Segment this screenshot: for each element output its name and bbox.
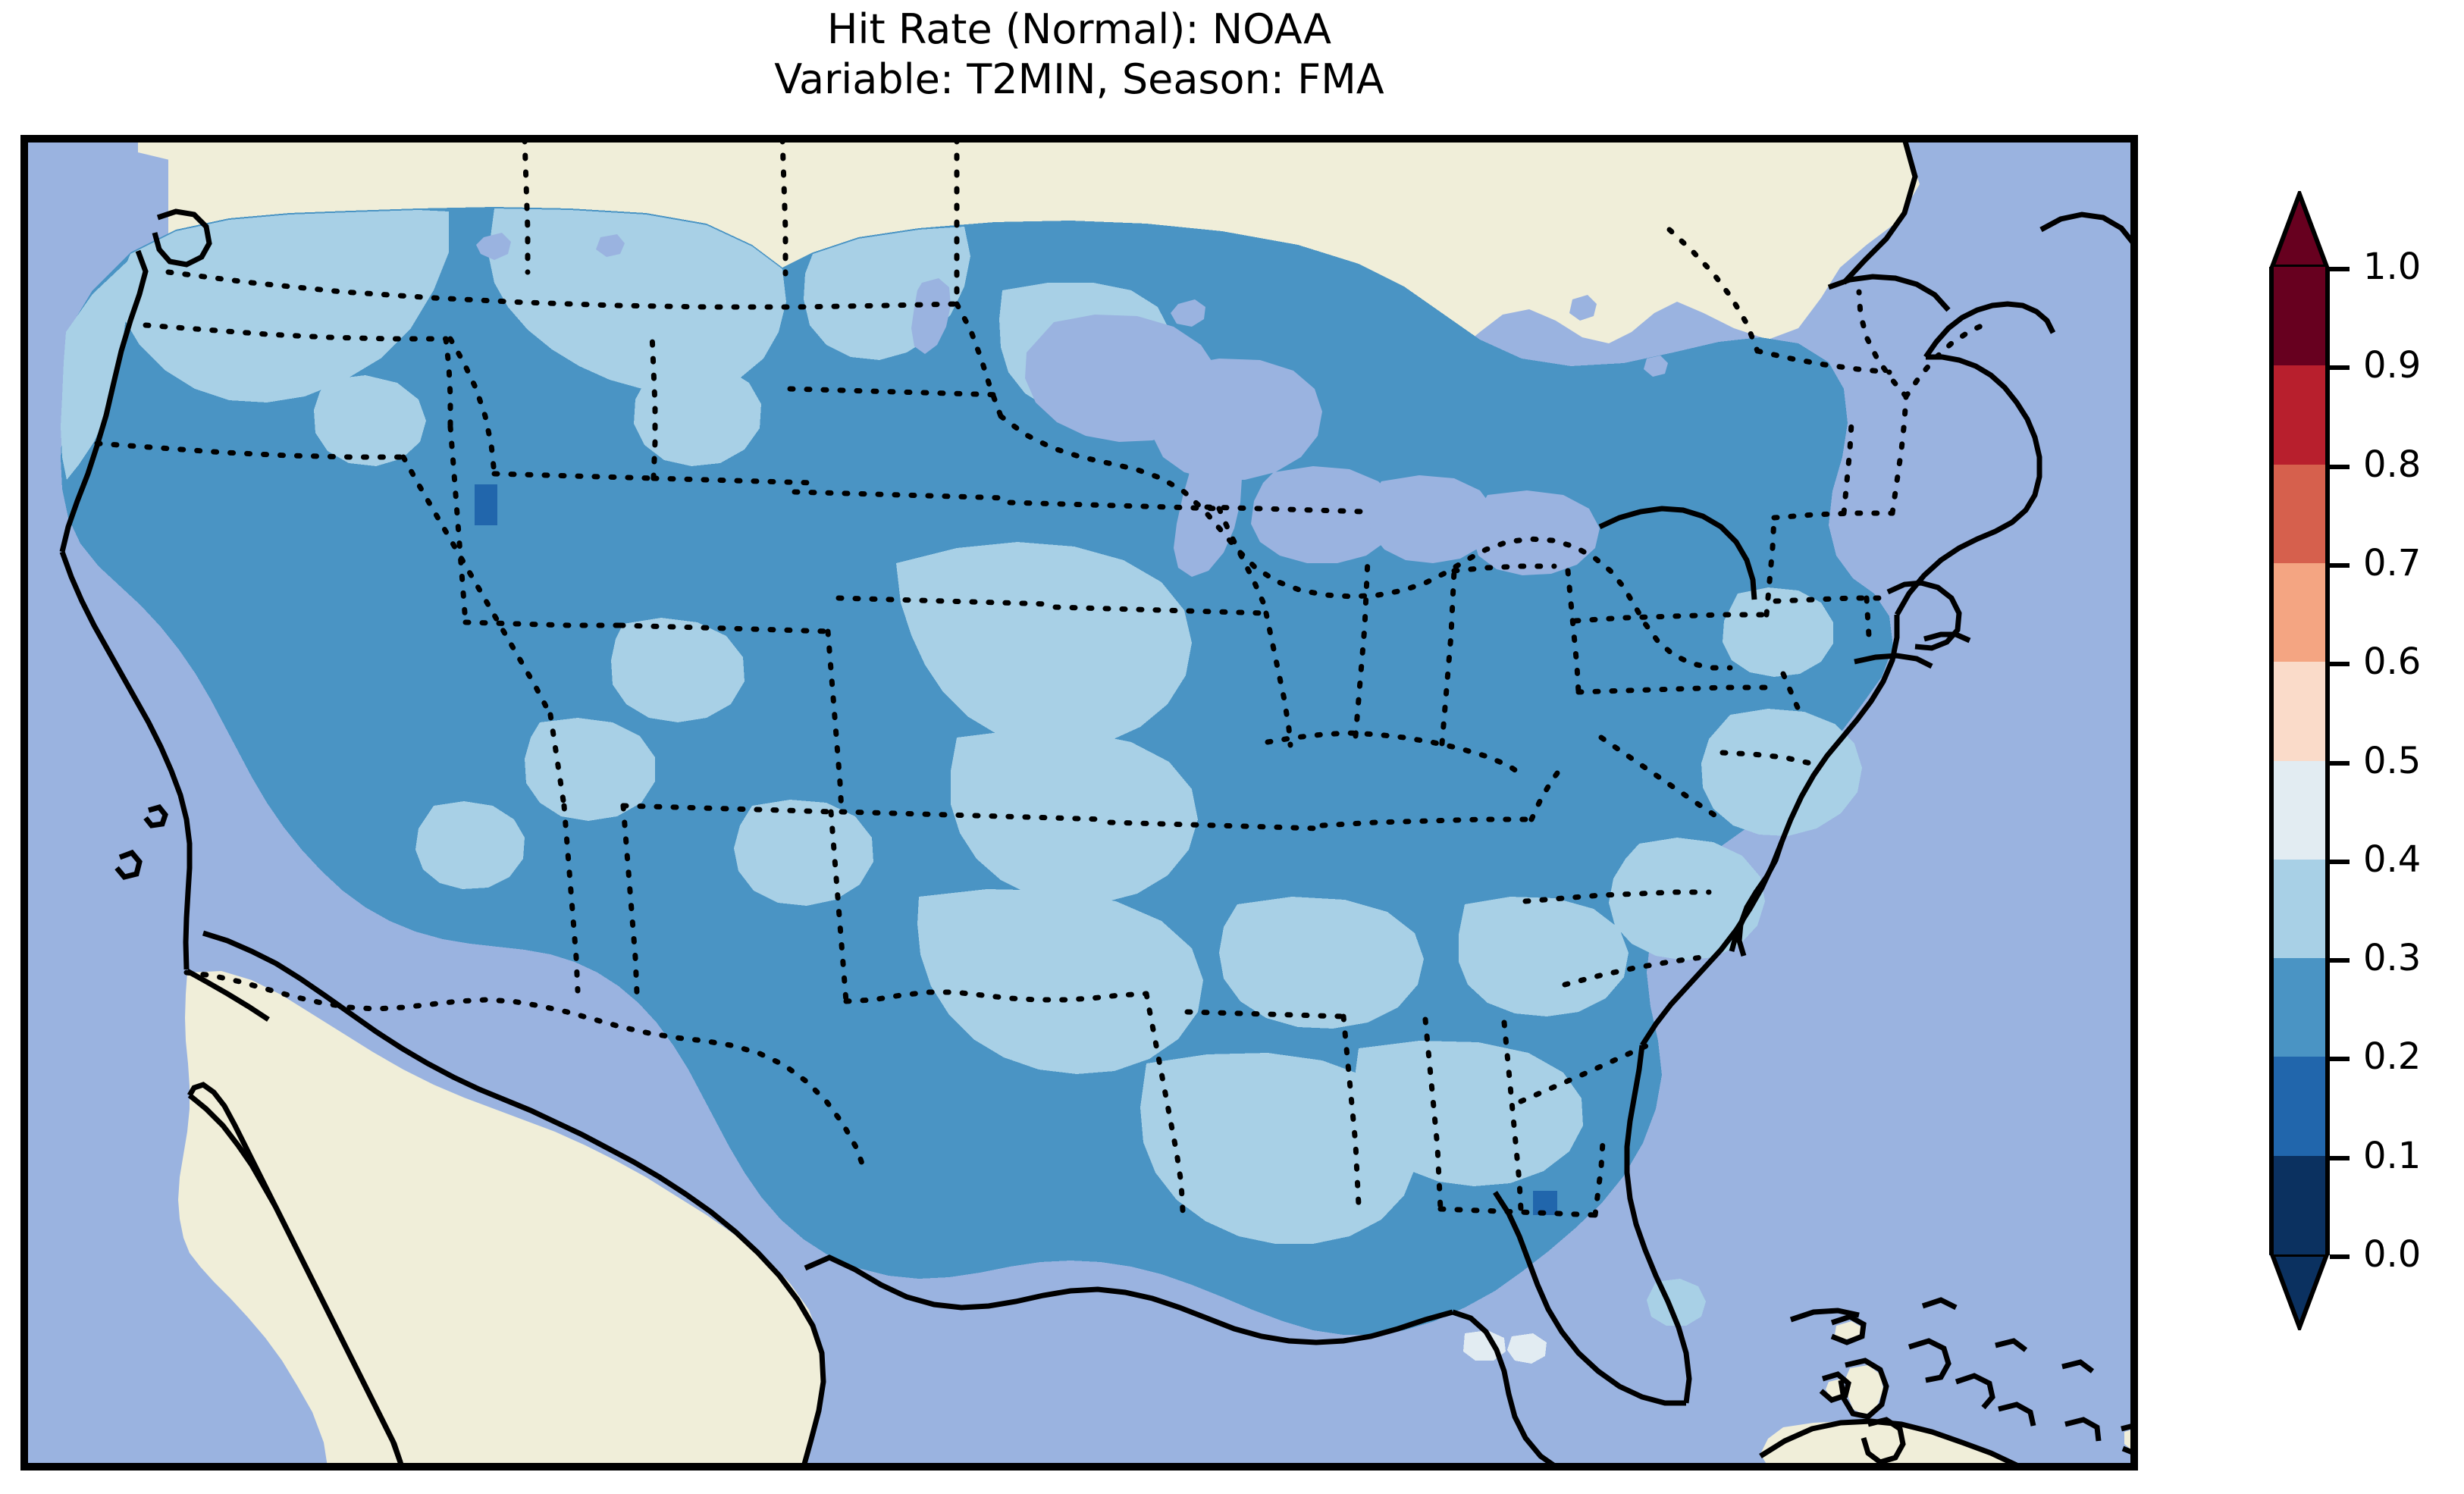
data-band-arkansas [1219, 897, 1424, 1029]
colorbar-tick-1 [2330, 365, 2350, 371]
data-band-utah-arizona [525, 718, 655, 821]
colorbar-band-0 [2269, 267, 2330, 366]
colorbar-outline [2269, 267, 2330, 1254]
title-line-2: Variable: T2MIN, Season: FMA [774, 55, 1384, 103]
colorbar-tick-10 [2330, 1254, 2350, 1259]
colorbar-tick-9 [2330, 1155, 2350, 1160]
colorbar-tick-label-3: 0.7 [2363, 541, 2422, 584]
data-band-oklahoma [917, 889, 1203, 1074]
data-band-colorado-utah [611, 618, 745, 722]
colorbar-tick-6 [2330, 859, 2350, 864]
colorbar-tick-label-0: 1.0 [2363, 246, 2422, 288]
colorbar-tick-label-4: 0.6 [2363, 641, 2422, 684]
colorbar-tick-label-7: 0.3 [2363, 937, 2422, 980]
colorbar-tick-8 [2330, 1057, 2350, 1062]
state-borders [94, 139, 1992, 1218]
colorbar-band-3 [2269, 562, 2330, 662]
colorbar: 1.00.90.80.70.60.50.40.30.20.10.0 Hit Ra… [2269, 191, 2421, 1330]
colorbar-tick-3 [2330, 562, 2350, 568]
hit-rate-band-015 [475, 484, 1557, 1215]
colorbar-tick-0 [2330, 267, 2350, 271]
data-band-ny-interior [1723, 587, 1833, 677]
data-band-mid-atlantic [1701, 709, 1862, 836]
colorbar-under-arrow [2269, 1254, 2330, 1330]
colorbar-tick-label-10: 0.0 [2363, 1233, 2422, 1276]
map-canvas [24, 139, 2134, 1467]
colorbar-band-6 [2269, 859, 2330, 959]
data-band-alabama-georgia [1356, 1041, 1583, 1186]
coastlines [59, 139, 2134, 1467]
data-band-northern-plains [488, 208, 786, 393]
data-band-or-coast [61, 258, 130, 480]
colorbar-tick-4 [2330, 662, 2350, 667]
colorbar-tick-label-6: 0.4 [2363, 838, 2422, 881]
map-axes [20, 135, 2138, 1471]
colorbar-band-7 [2269, 958, 2330, 1057]
colorbar-tick-5 [2330, 760, 2350, 766]
colorbar-tick-label-5: 0.5 [2363, 739, 2422, 782]
colorbar-over-arrow [2269, 191, 2330, 267]
cell-utah-low [475, 484, 497, 525]
colorbar-tick-label-9: 0.1 [2363, 1134, 2422, 1177]
figure-title: Hit Rate (Normal): NOAA Variable: T2MIN,… [20, 5, 2138, 105]
colorbar-band-5 [2269, 760, 2330, 860]
data-band-gulf-coast [1140, 1053, 1416, 1244]
data-band-tennessee [1459, 897, 1629, 1016]
colorbar-tick-2 [2330, 464, 2350, 469]
great-lakes [476, 233, 1668, 577]
colorbar-tick-label-2: 0.8 [2363, 443, 2422, 486]
colorbar-tick-label-8: 0.2 [2363, 1035, 2422, 1079]
data-band-virginia-coast [1609, 838, 1765, 960]
colorbar-band-8 [2269, 1057, 2330, 1157]
colorbar-tick-7 [2330, 958, 2350, 963]
data-band-central-plains [896, 542, 1192, 748]
title-line-1: Hit Rate (Normal): NOAA [826, 5, 1332, 53]
data-band-nevada [415, 801, 525, 889]
colorbar-band-1 [2269, 365, 2330, 465]
colorbar-band-9 [2269, 1155, 2330, 1255]
colorbar-band-4 [2269, 662, 2330, 762]
data-band-oregon-east [314, 375, 426, 466]
colorbar-band-2 [2269, 464, 2330, 564]
data-band-idaho [634, 362, 761, 466]
colorbar-bands [2269, 267, 2330, 1255]
colorbar-tick-label-1: 0.9 [2363, 344, 2422, 387]
